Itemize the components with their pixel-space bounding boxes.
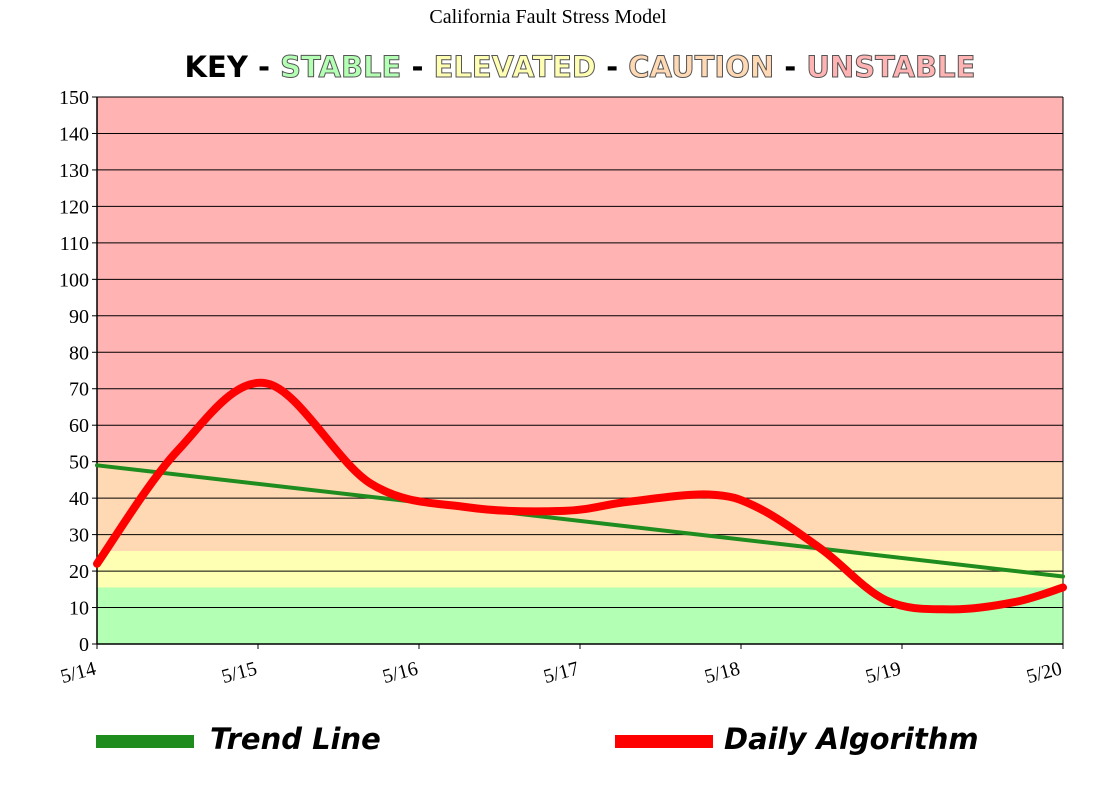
gridlines — [97, 96, 1064, 644]
y-tick-label: 140 — [59, 123, 89, 145]
legend: Trend Line Daily Algorithm — [96, 722, 979, 756]
y-tick-label: 130 — [59, 160, 89, 182]
y-tick-label: 60 — [69, 415, 89, 437]
y-tick-label: 110 — [60, 233, 89, 255]
y-tick-label: 80 — [69, 342, 89, 364]
y-tick-label: 70 — [69, 379, 89, 401]
legend-swatch — [96, 735, 194, 748]
x-tick-label: 5/19 — [863, 658, 903, 688]
key-separator: - — [774, 50, 806, 84]
x-tick-label: 5/14 — [58, 658, 98, 688]
y-tick-label: 120 — [59, 196, 89, 218]
key-label: KEY — [185, 50, 249, 84]
series-line-trend-line — [95, 463, 1065, 579]
x-tick-label: 5/18 — [702, 658, 742, 688]
x-tick-label: 5/16 — [380, 658, 420, 688]
y-tick-label: 0 — [79, 634, 89, 656]
key-stable: STABLE — [280, 50, 401, 84]
y-tick-label: 40 — [69, 488, 89, 510]
key-caution: CAUTION — [628, 50, 774, 84]
zone-bands — [97, 97, 1063, 644]
key-elevated: ELEVATED — [434, 50, 596, 84]
x-tick-label: 5/20 — [1024, 658, 1064, 688]
key-unstable: UNSTABLE — [806, 50, 975, 84]
key-separator: - — [596, 50, 628, 84]
chart-title: California Fault Stress Model — [429, 6, 667, 28]
legend-swatch — [615, 735, 713, 748]
zone-band-stable — [97, 587, 1063, 644]
y-tick-label: 100 — [59, 269, 89, 291]
y-tick-label: 150 — [59, 87, 89, 109]
y-tick-label: 50 — [69, 452, 89, 474]
x-tick-label: 5/15 — [219, 658, 259, 688]
legend-label: Trend Line — [210, 722, 381, 756]
y-tick-label: 20 — [69, 561, 89, 583]
series-line-daily-algorithm — [93, 378, 1067, 614]
x-tick-label: 5/17 — [541, 658, 581, 688]
zone-key: KEY - STABLE - ELEVATED - CAUTION - UNST… — [185, 50, 976, 84]
y-tick-label: 90 — [69, 306, 89, 328]
key-separator: - — [401, 50, 433, 84]
y-tick-label: 30 — [69, 525, 89, 547]
key-separator: - — [248, 50, 280, 84]
series — [93, 378, 1067, 614]
zone-band-elevated — [97, 551, 1063, 588]
y-tick-label: 10 — [69, 598, 89, 620]
legend-label: Daily Algorithm — [724, 722, 979, 756]
